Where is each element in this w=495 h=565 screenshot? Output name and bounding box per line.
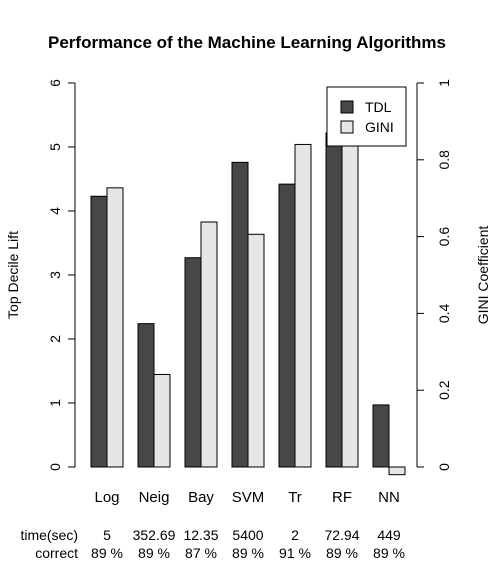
bar-gini-rf (341, 120, 359, 468)
y-left-tick-label: 6 (47, 79, 63, 87)
category-label: Tr (288, 489, 302, 506)
info-row-value: 89 % (138, 545, 170, 561)
y-axis-right-label: GINI Coefficient (475, 226, 491, 325)
info-row-value: 89 % (91, 545, 123, 561)
category-label: Bay (188, 489, 214, 506)
chart-title: Performance of the Machine Learning Algo… (48, 33, 446, 52)
bar-tdl-bay (184, 257, 202, 468)
bar-gini-bay (200, 221, 218, 468)
info-row-label: correct (35, 545, 78, 561)
y-left-tick-label: 3 (47, 271, 63, 279)
legend-swatch-gini (340, 120, 354, 134)
info-row-value: 89 % (373, 545, 405, 561)
category-label: Neig (139, 489, 170, 506)
y-left-tick-label: 5 (47, 143, 63, 151)
info-row-value: 89 % (326, 545, 358, 561)
info-row-value: 449 (377, 527, 401, 543)
info-row-value: 352.69 (133, 527, 176, 543)
bar-gini-tr (294, 143, 312, 468)
bar-gini-log (106, 187, 124, 468)
info-row-value: 87 % (185, 545, 217, 561)
info-row-value: 2 (291, 527, 299, 543)
y-right-tick-label: 0.8 (436, 150, 452, 170)
bar-tdl-svm (231, 161, 249, 468)
legend-label-gini: GINI (365, 119, 394, 135)
y-right-tick-label: 0 (436, 463, 452, 471)
info-table: time(sec) 5 352.69 12.35 5400 2 72.94 449 correc… (20, 527, 405, 561)
y-left-tick-label: 2 (47, 335, 63, 343)
info-row-value: 91 % (279, 545, 311, 561)
y-right-tick-label: 0.6 (436, 227, 452, 247)
info-row-value: 12.35 (183, 527, 218, 543)
y-right-tick-label: 1 (436, 79, 452, 87)
info-row-value: 89 % (232, 545, 264, 561)
y-right-tick-label: 0.4 (436, 303, 452, 323)
category-label: Log (94, 489, 119, 506)
y-left-tick-label: 4 (47, 207, 63, 215)
bar-gini-svm (247, 233, 265, 468)
y-axis-left-label: Top Decile Lift (5, 231, 21, 319)
bar-tdl-log (90, 195, 108, 468)
info-row-value: 72.94 (324, 527, 359, 543)
y-left-tick-label: 1 (47, 399, 63, 407)
bar-tdl-nn (372, 404, 390, 468)
info-row-value: 5400 (232, 527, 263, 543)
bar-tdl-tr (278, 183, 296, 468)
info-row-label: time(sec) (20, 527, 78, 543)
legend-swatch-tdl (340, 100, 354, 114)
y-right-tick-label: 0.2 (436, 380, 452, 400)
legend: TDL GINI (326, 86, 407, 147)
info-row-value: 5 (103, 527, 111, 543)
y-left-tick-label: 0 (47, 463, 63, 471)
legend-box (326, 86, 407, 147)
category-label: RF (332, 489, 352, 506)
bar-gini-nn (388, 466, 406, 476)
bar-gini-neig (153, 373, 171, 468)
bar-tdl-rf (325, 132, 343, 468)
legend-label-tdl: TDL (365, 99, 392, 115)
plot-area: 0 1 2 3 4 5 6 0 0.2 0.4 0.6 0.8 1 Log Neig Bay SVM Tr RF NN (47, 79, 452, 506)
category-label: NN (378, 489, 400, 506)
bar-tdl-neig (137, 323, 155, 468)
category-label: SVM (232, 489, 265, 506)
